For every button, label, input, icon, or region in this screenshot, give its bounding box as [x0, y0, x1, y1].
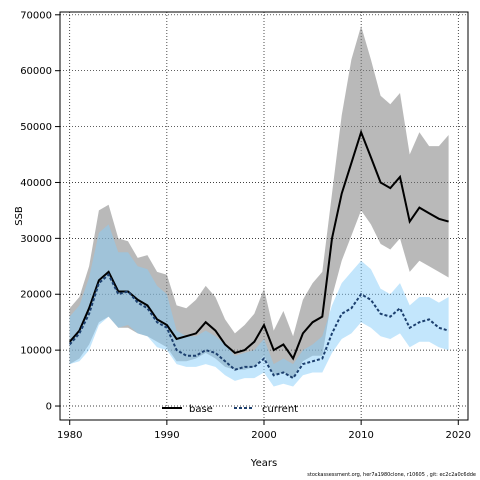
x-tick-label-2020: 2020	[446, 430, 471, 441]
y-tick-label-70000: 70000	[20, 10, 52, 21]
y-tick-label-10000: 10000	[20, 346, 52, 357]
y-tick-label-60000: 60000	[20, 66, 52, 77]
x-axis-title: Years	[250, 458, 277, 469]
line-current	[68, 273, 449, 380]
band-base	[69, 26, 449, 379]
x-tick-label-1990: 1990	[154, 430, 179, 441]
y-axis-ticks: 0 10000 20000 30000 40000 50000 60000 70000	[20, 10, 60, 413]
footer-credit: stockassessment.org, her7a1980clone, r10…	[307, 472, 476, 478]
y-tick-label-40000: 40000	[20, 178, 52, 189]
y-axis-title: SSB	[14, 206, 25, 226]
x-tick-label-1980: 1980	[57, 430, 82, 441]
y-tick-label-20000: 20000	[20, 290, 52, 301]
legend-label-base: base	[189, 404, 213, 415]
x-axis-ticks: 1980 1990 2000 2010 2020	[57, 420, 471, 441]
y-tick-label-30000: 30000	[20, 234, 52, 245]
confidence-bands	[69, 26, 449, 387]
legend: base current	[162, 404, 298, 415]
y-tick-label-50000: 50000	[20, 122, 52, 133]
y-tick-label-0: 0	[46, 402, 52, 413]
line-base	[68, 129, 449, 361]
series-lines	[68, 129, 449, 380]
band-current	[69, 224, 449, 387]
x-tick-label-2010: 2010	[348, 430, 373, 441]
legend-label-current: current	[262, 404, 298, 415]
x-tick-label-2000: 2000	[251, 430, 276, 441]
